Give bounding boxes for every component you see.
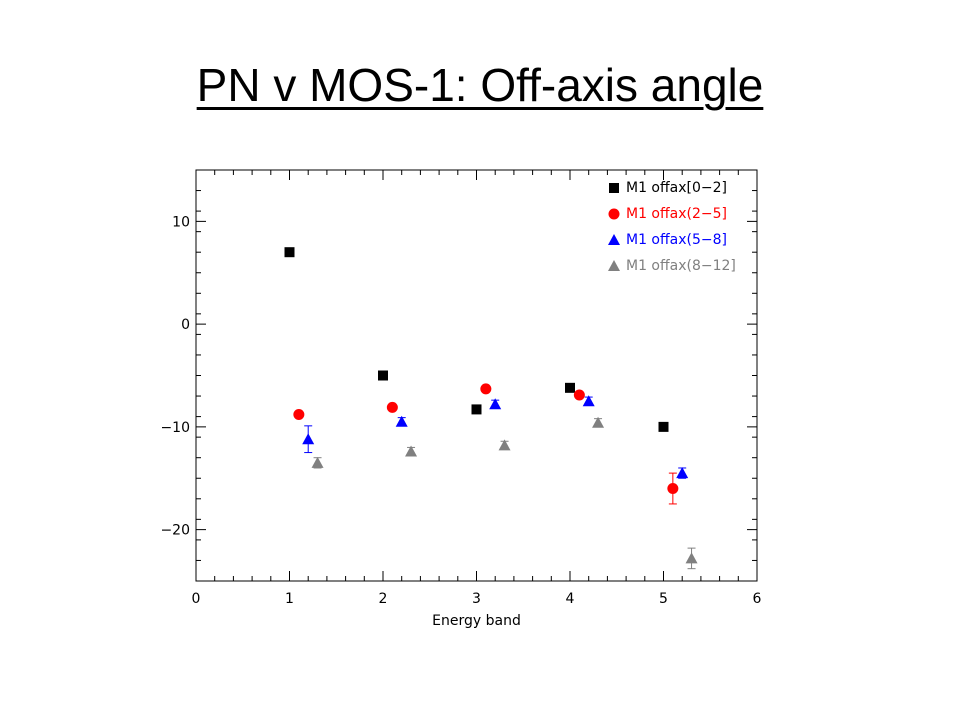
data-point xyxy=(685,552,698,564)
data-point xyxy=(480,383,492,395)
x-tick-label: 4 xyxy=(566,591,575,607)
data-point xyxy=(405,445,418,457)
legend-marker xyxy=(608,260,620,271)
legend-marker xyxy=(608,234,620,245)
data-point xyxy=(676,467,689,479)
y-tick-label: 10 xyxy=(172,214,190,230)
y-tick-label: 0 xyxy=(181,317,190,333)
x-axis-label: Energy band xyxy=(432,613,521,629)
legend-label: M1 offax(8−12] xyxy=(626,258,736,274)
legend-marker xyxy=(609,183,619,193)
data-point xyxy=(667,483,679,495)
data-point xyxy=(582,395,595,407)
data-point xyxy=(378,370,388,381)
data-point xyxy=(395,415,408,427)
x-tick-label: 2 xyxy=(379,591,388,607)
legend-label: M1 offax(2−5] xyxy=(626,206,727,222)
data-point xyxy=(592,416,605,428)
y-tick-label: −20 xyxy=(160,523,190,539)
x-tick-label: 5 xyxy=(659,591,668,607)
data-point xyxy=(573,389,585,401)
data-point xyxy=(658,421,669,432)
legend-label: M1 offax(5−8] xyxy=(626,232,727,248)
data-point xyxy=(489,398,502,410)
legend-marker xyxy=(608,208,620,220)
y-tick-label: −10 xyxy=(160,420,190,436)
data-point xyxy=(471,404,482,415)
data-point xyxy=(386,401,398,413)
data-point xyxy=(284,247,295,258)
data-point xyxy=(498,439,511,451)
x-tick-label: 6 xyxy=(753,591,762,607)
legend-label: M1 offax[0−2] xyxy=(626,180,727,196)
x-tick-label: 0 xyxy=(192,591,201,607)
x-tick-label: 1 xyxy=(285,591,294,607)
data-point xyxy=(565,382,575,393)
data-point xyxy=(293,409,305,421)
x-tick-label: 3 xyxy=(472,591,481,607)
data-point xyxy=(302,433,315,445)
slide-title: PN v MOS-1: Off-axis angle xyxy=(196,59,764,111)
data-point xyxy=(311,456,324,468)
